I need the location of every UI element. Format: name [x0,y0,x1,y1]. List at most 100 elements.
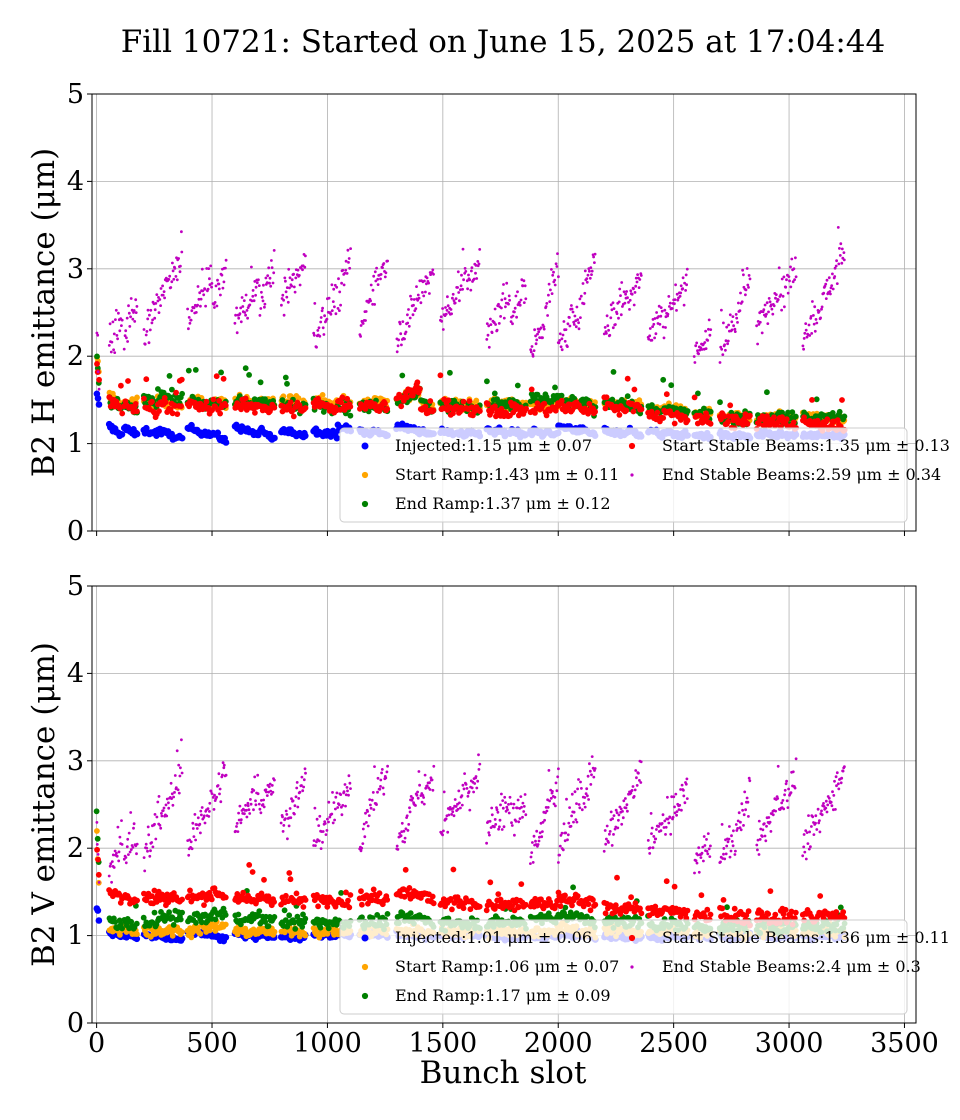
point-esb [270,259,273,262]
point-esb [831,272,834,276]
point-esb [606,324,610,328]
point-ssb [240,889,247,896]
point-esb [243,311,247,314]
point-esb [820,305,824,309]
point-esb [163,296,167,300]
point-ssb [132,401,139,407]
point-er [717,399,723,406]
point-ssb [222,894,229,901]
point-ssb [541,400,548,407]
point-esb [172,277,176,281]
point-esb [738,309,742,313]
point-esb [403,337,406,341]
point-esb [124,329,128,333]
point-esb [209,264,213,268]
legend-label: Injected:1.15 μm ± 0.07 [395,436,592,455]
point-esb [835,259,838,263]
point-esb [216,278,219,282]
point-esb [346,248,350,252]
point-esb [202,293,206,297]
point-esb [545,302,549,305]
point-esb [720,347,724,351]
point-esb [108,322,112,326]
point-esb [632,287,635,291]
point-esb [344,259,348,263]
point-ssb [398,403,405,410]
point-esb [453,301,457,305]
point-esb [639,274,643,277]
point-ssb [704,413,710,420]
point-esb [235,306,239,310]
point-er [279,397,286,403]
point-esb [200,267,204,271]
point-inj [178,434,186,442]
point-inj [118,431,126,438]
point-ssb [430,407,437,414]
point-esb [581,282,585,285]
point-esb [609,316,613,320]
point-esb [359,324,363,327]
y-tick-label: 2 [67,341,84,372]
point-esb [765,301,769,305]
point-esb [804,322,808,325]
point-esb [668,301,672,305]
point-esb [381,266,384,269]
point-inj [302,432,309,440]
point-esb [168,274,172,278]
point-sr [179,929,185,936]
point-esb [563,339,567,343]
point-esb [592,255,595,259]
point-esb [666,312,670,316]
point-esb [114,318,117,321]
point-esb [577,327,581,331]
point-sr [94,828,100,834]
point-esb [369,283,373,287]
legend-label: End Ramp:1.37 μm ± 0.12 [395,494,611,513]
point-esb [401,320,405,323]
point-esb [779,293,783,297]
point-inj [214,429,222,437]
point-esb [728,313,732,317]
point-esb [572,323,576,326]
point-esb [550,268,553,271]
point-esb [155,293,159,296]
point-esb [239,320,243,324]
point-esb [269,284,273,288]
point-esb [503,297,507,301]
point-er [257,379,264,386]
point-sr [319,392,326,398]
point-esb [825,278,829,282]
point-esb [288,276,292,280]
point-esb [709,328,713,331]
point-esb [171,261,174,265]
point-esb [251,289,255,292]
point-esb [148,313,151,317]
point-esb [628,308,631,311]
point-esb [415,285,418,288]
point-esb [154,302,158,305]
point-esb [733,327,737,331]
point-esb [635,280,639,284]
point-esb [730,320,734,324]
point-esb [638,278,642,281]
point-esb [129,297,133,300]
y-tick-label: 1 [67,429,84,460]
point-esb [174,275,178,278]
point-esb [175,278,179,282]
point-esb [746,283,750,287]
point-esb [180,250,184,254]
point-esb [248,303,252,307]
point-esb [470,269,473,273]
point-esb [445,308,449,312]
point-er [292,926,299,932]
y-tick-label: 5 [67,79,84,110]
point-esb [286,300,290,304]
point-esb [476,260,480,263]
point-esb [771,312,775,316]
point-esb [178,270,182,274]
point-esb [562,320,566,323]
point-esb [679,291,683,295]
point-esb [740,300,744,304]
legend-label: Start Stable Beams:1.35 μm ± 0.13 [662,436,950,455]
